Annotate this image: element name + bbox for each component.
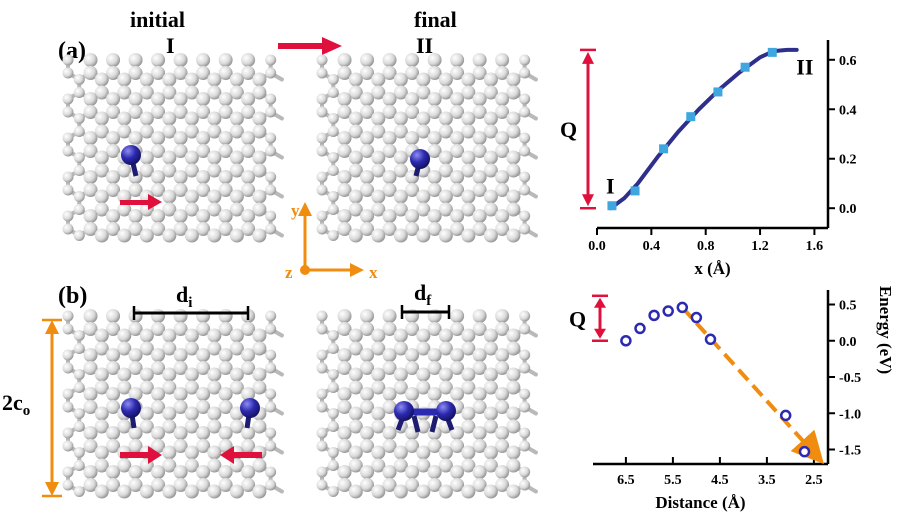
chart1-y-ticks: 0.0 0.2 0.4 0.6 bbox=[828, 54, 857, 217]
dopant-atom-a-final bbox=[410, 149, 430, 177]
chart1-x-tick-label: 0.8 bbox=[697, 239, 715, 254]
chart2-y-tick-label: -1.5 bbox=[839, 444, 861, 459]
chart2-x-tick-label: 5.5 bbox=[664, 473, 682, 488]
dopant-atom-b-left bbox=[121, 398, 141, 429]
df-scalebar bbox=[400, 305, 451, 319]
chart2-x-tick-label: 3.5 bbox=[758, 473, 776, 488]
energy-axis-label: Energy (eV) bbox=[876, 286, 895, 374]
chart1-series-line bbox=[608, 47, 799, 211]
chart1-axes bbox=[597, 40, 830, 230]
chart2-y-tick-label: 0.0 bbox=[839, 335, 857, 350]
chart2-data-point bbox=[662, 305, 674, 317]
lattice-scale-bar bbox=[42, 318, 62, 498]
energy-vs-distance-chart: 0.5 0.0 -0.5 -1.0 -1.5 6.5 5.5 4.5 3.5 2.5 Dista… bbox=[569, 290, 861, 512]
di-label: di bbox=[176, 282, 192, 311]
transition-arrow bbox=[278, 37, 342, 55]
chart1-data-point bbox=[686, 112, 696, 122]
chart2-data-point bbox=[676, 301, 689, 314]
final-roman: II bbox=[416, 33, 433, 58]
chart1-end-label: II bbox=[796, 54, 813, 79]
energy-vs-x-chart: 0.00.20.40.6 0.0 0.4 0.8 1.2 1.6 x (Å) I II … bbox=[560, 40, 857, 278]
di-scalebar bbox=[132, 306, 250, 320]
chart1-data-point bbox=[607, 201, 617, 211]
chart2-x-tick-label: 6.5 bbox=[617, 473, 635, 488]
chart2-data-point bbox=[634, 322, 646, 335]
chart2-x-ticks: 6.5 5.5 4.5 3.5 2.5 bbox=[617, 457, 823, 488]
chart2-x-tick-label: 2.5 bbox=[805, 473, 823, 488]
chart2-x-axis-label: Distance (Å) bbox=[655, 493, 745, 512]
chart2-trend-arrow bbox=[680, 306, 824, 465]
df-sub: f bbox=[426, 293, 432, 309]
chart2-x-tick-label: 4.5 bbox=[711, 473, 729, 488]
lattice-sub: o bbox=[23, 403, 31, 419]
nanotube-a-final bbox=[316, 53, 538, 243]
chart1-y-tick-label: 0.4 bbox=[839, 103, 857, 118]
dopant-atom-b-right bbox=[240, 398, 260, 429]
final-word: final bbox=[414, 7, 457, 32]
di-base: d bbox=[176, 282, 188, 307]
chart2-barrier-arrow bbox=[592, 294, 608, 342]
chart1-data-point bbox=[713, 87, 723, 97]
chart2-data-point bbox=[704, 333, 717, 346]
chart1-x-axis-label: x (Å) bbox=[694, 259, 730, 278]
di-sub: i bbox=[188, 295, 192, 311]
z-axis-letter: z bbox=[285, 263, 293, 282]
chart2-data-point bbox=[620, 335, 632, 347]
chart1-x-tick-label: 1.6 bbox=[806, 239, 824, 254]
dopant-atom-a-initial bbox=[121, 145, 141, 177]
chart2-markers bbox=[620, 301, 811, 458]
chart2-y-ticks: 0.5 0.0 -0.5 -1.0 -1.5 bbox=[828, 299, 861, 459]
chart1-data-point bbox=[740, 62, 750, 72]
nanotube-a-initial bbox=[62, 53, 284, 243]
x-axis-letter: x bbox=[369, 263, 378, 282]
chart2-data-point bbox=[690, 311, 703, 324]
chart1-y-tick-label: 0.0 bbox=[839, 202, 857, 217]
initial-roman: I bbox=[166, 33, 175, 58]
chart1-data-point bbox=[767, 47, 777, 57]
chart1-markers bbox=[607, 47, 777, 211]
panel-b-label: (b) bbox=[58, 283, 87, 309]
nanotube-b-initial bbox=[62, 309, 284, 499]
chart1-x-tick-label: 0.0 bbox=[588, 239, 606, 254]
chart1-data-point bbox=[659, 144, 669, 154]
chart1-barrier-label: Q bbox=[560, 117, 577, 142]
chart2-data-point bbox=[779, 409, 792, 422]
initial-word: initial bbox=[130, 7, 185, 32]
coordinate-axes: y x z bbox=[285, 201, 378, 282]
chart2-axes bbox=[593, 290, 830, 466]
df-label: df bbox=[414, 280, 432, 309]
chart2-y-tick-label: -1.0 bbox=[839, 407, 861, 422]
chart1-x-ticks: 0.0 0.4 0.8 1.2 1.6 bbox=[588, 228, 823, 254]
chart2-y-tick-label: -0.5 bbox=[839, 371, 861, 386]
chart2-barrier-label: Q bbox=[569, 306, 586, 331]
lattice-prefix: 2c bbox=[2, 390, 23, 415]
chart1-y-tick-label: 0.6 bbox=[839, 54, 857, 69]
y-axis-letter: y bbox=[291, 201, 300, 220]
chart1-data-point bbox=[630, 186, 640, 196]
lattice-label: 2co bbox=[2, 390, 30, 419]
motion-arrow-b-left bbox=[120, 446, 162, 464]
chart2-y-tick-label: 0.5 bbox=[839, 299, 857, 314]
chart1-y-tick-label: 0.2 bbox=[839, 153, 857, 168]
chart1-barrier-arrow bbox=[580, 48, 596, 210]
motion-arrow-a bbox=[120, 194, 162, 210]
nanotube-b-final bbox=[316, 309, 538, 499]
dopant-pair-b-final bbox=[394, 401, 456, 433]
chart1-x-tick-label: 1.2 bbox=[751, 239, 769, 254]
motion-arrow-b-right bbox=[220, 446, 262, 464]
chart2-data-point bbox=[648, 309, 660, 322]
df-base: d bbox=[414, 280, 426, 305]
chart1-start-label: I bbox=[606, 174, 615, 199]
chart1-x-tick-label: 0.4 bbox=[643, 239, 661, 254]
chart2-data-point bbox=[798, 445, 811, 458]
